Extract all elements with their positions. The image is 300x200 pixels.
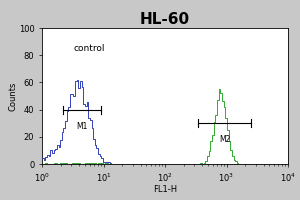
Title: HL-60: HL-60 [140, 12, 190, 27]
X-axis label: FL1-H: FL1-H [153, 185, 177, 194]
Text: M2: M2 [219, 135, 230, 144]
Text: M1: M1 [76, 122, 88, 131]
Text: control: control [74, 44, 106, 53]
Y-axis label: Counts: Counts [8, 81, 17, 111]
